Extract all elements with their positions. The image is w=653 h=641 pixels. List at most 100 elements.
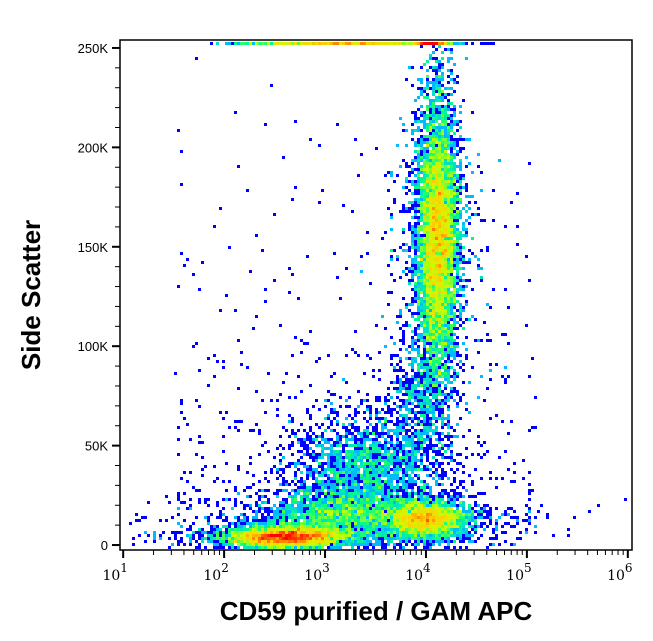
density-cell — [420, 225, 423, 228]
density-cell — [315, 504, 318, 507]
density-cell — [489, 510, 492, 513]
density-cell — [426, 174, 429, 177]
density-cell — [393, 279, 396, 282]
density-cell — [318, 42, 321, 45]
density-cell — [456, 519, 459, 522]
density-cell — [441, 210, 444, 213]
density-cell — [459, 237, 462, 240]
density-cell — [396, 534, 399, 537]
density-cell — [417, 267, 420, 270]
density-cell — [414, 120, 417, 123]
density-cell — [336, 468, 339, 471]
density-cell — [252, 540, 255, 543]
density-cell — [375, 495, 378, 498]
density-cell — [426, 516, 429, 519]
density-cell — [207, 498, 210, 501]
density-cell — [480, 276, 483, 279]
density-cell — [417, 351, 420, 354]
density-cell — [303, 537, 306, 540]
density-cell — [528, 519, 531, 522]
density-cell — [423, 42, 426, 45]
density-cell — [192, 537, 195, 540]
density-cell — [279, 444, 282, 447]
density-cell — [426, 492, 429, 495]
density-cell — [453, 327, 456, 330]
density-cell — [435, 147, 438, 150]
density-cell — [438, 105, 441, 108]
density-cell — [300, 546, 303, 549]
density-cell — [438, 303, 441, 306]
density-cell — [426, 432, 429, 435]
density-cell — [450, 489, 453, 492]
density-cell — [420, 402, 423, 405]
density-cell — [426, 156, 429, 159]
density-cell — [459, 120, 462, 123]
density-cell — [366, 465, 369, 468]
density-cell — [249, 495, 252, 498]
density-cell — [342, 537, 345, 540]
density-cell — [444, 186, 447, 189]
density-cell — [435, 267, 438, 270]
density-cell — [432, 225, 435, 228]
density-cell — [237, 516, 240, 519]
density-cell — [423, 396, 426, 399]
density-cell — [435, 513, 438, 516]
density-cell — [441, 297, 444, 300]
density-cell — [396, 420, 399, 423]
density-cell — [294, 540, 297, 543]
density-cell — [438, 195, 441, 198]
density-cell — [351, 504, 354, 507]
density-cell — [318, 525, 321, 528]
density-cell — [435, 540, 438, 543]
density-cell — [429, 507, 432, 510]
density-cell — [429, 375, 432, 378]
density-cell — [354, 453, 357, 456]
density-cell — [426, 417, 429, 420]
density-cell — [414, 174, 417, 177]
density-cell — [399, 366, 402, 369]
density-cell — [435, 72, 438, 75]
density-cell — [402, 387, 405, 390]
density-cell — [294, 534, 297, 537]
density-cell — [438, 210, 441, 213]
density-cell — [387, 429, 390, 432]
density-cell — [258, 546, 261, 549]
density-cell — [411, 339, 414, 342]
density-cell — [510, 543, 513, 546]
density-cell — [480, 339, 483, 342]
density-cell — [426, 180, 429, 183]
density-cell — [390, 429, 393, 432]
density-cell — [381, 498, 384, 501]
density-cell — [423, 327, 426, 330]
density-cell — [432, 174, 435, 177]
density-cell — [441, 183, 444, 186]
density-cell — [366, 525, 369, 528]
density-cell — [423, 513, 426, 516]
density-cell — [234, 546, 237, 549]
density-cell — [447, 543, 450, 546]
density-cell — [384, 459, 387, 462]
density-cell — [420, 372, 423, 375]
density-cell — [228, 498, 231, 501]
density-cell — [441, 240, 444, 243]
density-cell — [438, 42, 441, 45]
density-cell — [429, 237, 432, 240]
density-cell — [279, 459, 282, 462]
density-cell — [258, 540, 261, 543]
density-cell — [447, 216, 450, 219]
density-cell — [432, 210, 435, 213]
density-cell — [396, 522, 399, 525]
density-cell — [327, 543, 330, 546]
density-cell — [399, 444, 402, 447]
density-cell — [426, 321, 429, 324]
density-cell — [450, 525, 453, 528]
density-cell — [375, 414, 378, 417]
density-cell — [450, 504, 453, 507]
density-cell — [339, 522, 342, 525]
density-cell — [447, 258, 450, 261]
density-cell — [399, 510, 402, 513]
density-cell — [243, 528, 246, 531]
density-cell — [312, 543, 315, 546]
density-cell — [423, 141, 426, 144]
density-cell — [453, 255, 456, 258]
